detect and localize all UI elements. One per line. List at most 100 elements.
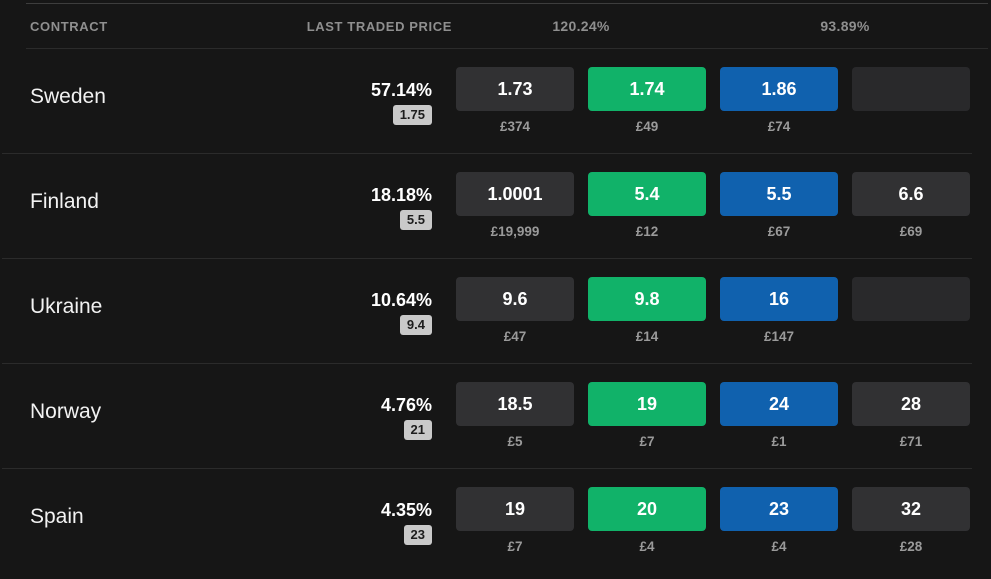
lay-best-price-cell[interactable]: 16 xyxy=(720,277,838,321)
contract-name[interactable]: Spain xyxy=(30,505,84,528)
contract-column-header: CONTRACT xyxy=(30,18,108,34)
last-traded-price-badge: 23 xyxy=(403,525,432,545)
back-outer-price-cell[interactable]: 19 xyxy=(456,487,574,531)
lay-best-group: 23 £4 xyxy=(720,487,838,574)
back-book-percent: 120.24% xyxy=(552,18,610,34)
contract-column: Ukraine 10.64% 9.4 xyxy=(30,259,452,364)
back-outer-price-cell[interactable]: 18.5 xyxy=(456,382,574,426)
last-traded-price-badge: 21 xyxy=(403,420,432,440)
contract-column: Spain 4.35% 23 xyxy=(30,469,452,574)
offer-volume: £5 xyxy=(507,434,523,449)
lay-outer-group xyxy=(852,277,970,364)
back-best-group: 9.8 £14 xyxy=(588,277,706,364)
contract-column: Sweden 57.14% 1.75 xyxy=(30,49,452,154)
offer-volume: £71 xyxy=(899,434,923,449)
offer-volume: £4 xyxy=(639,539,655,554)
probability-percent: 18.18% xyxy=(370,185,432,205)
lay-best-price-cell[interactable]: 1.86 xyxy=(720,67,838,111)
offer-volume: £69 xyxy=(899,224,923,239)
back-best-group: 5.4 £12 xyxy=(588,172,706,259)
back-outer-group: 18.5 £5 xyxy=(456,382,574,469)
lay-outer-group: 28 £71 xyxy=(852,382,970,469)
offer-volume xyxy=(852,329,970,345)
contract-column: Finland 18.18% 5.5 xyxy=(30,154,452,259)
lay-best-price-cell[interactable]: 5.5 xyxy=(720,172,838,216)
last-traded-price-badge: 1.75 xyxy=(392,105,432,125)
lay-outer-group: 32 £28 xyxy=(852,487,970,574)
offer-volume: £74 xyxy=(767,119,791,134)
back-outer-group: 19 £7 xyxy=(456,487,574,574)
offer-volume: £14 xyxy=(635,329,659,344)
back-outer-price-cell[interactable]: 1.73 xyxy=(456,67,574,111)
back-best-price-cell[interactable]: 20 xyxy=(588,487,706,531)
last-traded-block: 4.35% 23 xyxy=(381,469,432,574)
offer-volume: £374 xyxy=(499,119,531,134)
market-row: Spain 4.35% 23 19 £7 20 £4 23 £4 32 £28 xyxy=(0,469,991,574)
market-row: Sweden 57.14% 1.75 1.73 £374 1.74 £49 1.… xyxy=(0,49,991,154)
header-left-section: CONTRACT LAST TRADED PRICE xyxy=(30,19,452,34)
lay-book-percent: 93.89% xyxy=(820,18,870,34)
back-best-price-cell[interactable]: 5.4 xyxy=(588,172,706,216)
contract-name[interactable]: Norway xyxy=(30,400,102,423)
lay-best-price-cell[interactable]: 24 xyxy=(720,382,838,426)
offer-volume: £28 xyxy=(899,539,923,554)
last-traded-block: 10.64% 9.4 xyxy=(371,259,432,364)
lay-outer-price-cell[interactable] xyxy=(852,67,970,111)
table-header: CONTRACT LAST TRADED PRICE 120.24% 93.89… xyxy=(26,3,988,49)
probability-percent: 10.64% xyxy=(370,290,432,310)
back-best-group: 1.74 £49 xyxy=(588,67,706,154)
last-traded-block: 4.76% 21 xyxy=(381,364,432,469)
contract-name[interactable]: Finland xyxy=(30,190,99,213)
lay-best-group: 5.5 £67 xyxy=(720,172,838,259)
lay-outer-group xyxy=(852,67,970,154)
offer-volume: £1 xyxy=(771,434,787,449)
probability-percent: 4.76% xyxy=(380,395,432,415)
lay-outer-group: 6.6 £69 xyxy=(852,172,970,259)
offer-volume: £12 xyxy=(635,224,659,239)
back-outer-group: 9.6 £47 xyxy=(456,277,574,364)
market-row: Finland 18.18% 5.5 1.0001 £19,999 5.4 £1… xyxy=(0,154,991,259)
price-cells: 18.5 £5 19 £7 24 £1 28 £71 xyxy=(456,364,970,469)
book-percentages: 120.24% 93.89% xyxy=(456,18,970,34)
offer-volume: £19,999 xyxy=(490,224,540,239)
offer-volume: £47 xyxy=(503,329,527,344)
contract-name[interactable]: Sweden xyxy=(30,85,106,108)
back-best-group: 19 £7 xyxy=(588,382,706,469)
price-cells: 19 £7 20 £4 23 £4 32 £28 xyxy=(456,469,970,574)
lay-outer-price-cell[interactable]: 6.6 xyxy=(852,172,970,216)
market-row: Ukraine 10.64% 9.4 9.6 £47 9.8 £14 16 £1… xyxy=(0,259,991,364)
back-outer-price-cell[interactable]: 9.6 xyxy=(456,277,574,321)
back-best-price-cell[interactable]: 1.74 xyxy=(588,67,706,111)
price-cells: 9.6 £47 9.8 £14 16 £147 xyxy=(456,259,970,364)
lay-outer-price-cell[interactable] xyxy=(852,277,970,321)
price-cells: 1.73 £374 1.74 £49 1.86 £74 xyxy=(456,49,970,154)
back-outer-group: 1.0001 £19,999 xyxy=(456,172,574,259)
last-traded-price-column-header: LAST TRADED PRICE xyxy=(306,18,452,34)
last-traded-price-badge: 5.5 xyxy=(399,210,432,230)
offer-volume: £67 xyxy=(767,224,791,239)
offer-volume xyxy=(852,119,970,135)
price-cells: 1.0001 £19,999 5.4 £12 5.5 £67 6.6 £69 xyxy=(456,154,970,259)
offer-volume: £49 xyxy=(635,119,659,134)
lay-outer-price-cell[interactable]: 28 xyxy=(852,382,970,426)
lay-best-group: 24 £1 xyxy=(720,382,838,469)
lay-outer-price-cell[interactable]: 32 xyxy=(852,487,970,531)
offer-volume: £7 xyxy=(507,539,523,554)
lay-best-price-cell[interactable]: 23 xyxy=(720,487,838,531)
lay-best-group: 1.86 £74 xyxy=(720,67,838,154)
probability-percent: 57.14% xyxy=(370,80,432,100)
contract-name[interactable]: Ukraine xyxy=(30,295,103,318)
offer-volume: £7 xyxy=(639,434,655,449)
last-traded-block: 18.18% 5.5 xyxy=(371,154,432,259)
contract-column: Norway 4.76% 21 xyxy=(30,364,452,469)
back-outer-price-cell[interactable]: 1.0001 xyxy=(456,172,574,216)
back-best-group: 20 £4 xyxy=(588,487,706,574)
market-row: Norway 4.76% 21 18.5 £5 19 £7 24 £1 28 £… xyxy=(0,364,991,469)
probability-percent: 4.35% xyxy=(380,500,432,520)
back-best-price-cell[interactable]: 19 xyxy=(588,382,706,426)
last-traded-price-badge: 9.4 xyxy=(399,315,432,335)
back-outer-group: 1.73 £374 xyxy=(456,67,574,154)
offer-volume: £147 xyxy=(763,329,795,344)
back-best-price-cell[interactable]: 9.8 xyxy=(588,277,706,321)
offer-volume: £4 xyxy=(771,539,787,554)
